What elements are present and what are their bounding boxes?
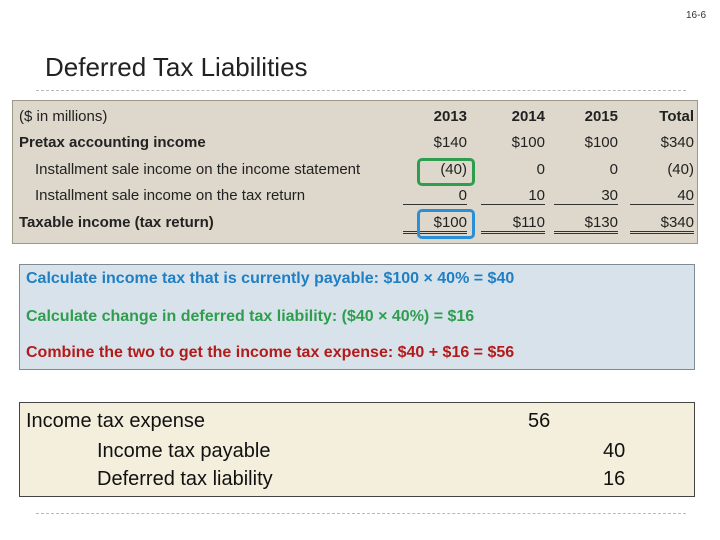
credit-amount: 40 [603,440,626,462]
table-row: Pretax accounting income $140 $100 $100 … [13,131,697,155]
table-header-row: ($ in millions) 2013 2014 2015 Total [13,105,697,129]
calc-line-deferred-tax: Calculate change in deferred tax liabili… [26,308,475,325]
unit-label: ($ in millions) [19,108,108,125]
table-cell: $100 [584,134,618,151]
debit-amount: 56 [528,410,551,432]
calc-line-tax-expense: Combine the two to get the income tax ex… [26,344,515,361]
row-label: Pretax accounting income [19,134,206,151]
debit-account: Income tax expense [26,410,205,432]
page-title: Deferred Tax Liabilities [45,52,308,82]
highlight-blue-outline [417,209,475,239]
table-row: Installment sale income on the tax retur… [13,184,697,208]
row-label: Installment sale income on the income st… [35,161,361,178]
table-cell: $100 [403,214,467,234]
row-label: Installment sale income on the tax retur… [35,187,306,204]
table-cell: $140 [433,134,467,151]
footer-divider [36,513,686,514]
table-cell: 0 [403,187,467,205]
table-cell: 0 [609,161,618,178]
table-cell: 0 [536,161,545,178]
column-header: 2013 [433,108,467,125]
table-cell: $340 [660,134,694,151]
table-cell: 10 [481,187,545,205]
table-row: Taxable income (tax return) $100 $110 $1… [13,211,697,235]
calc-line-current-tax: Calculate income tax that is currently p… [26,270,515,287]
credit-account: Deferred tax liability [97,468,273,490]
column-header: 2014 [511,108,545,125]
slide-number: 16-6 [685,10,706,21]
table-cell: $130 [554,214,618,234]
title-divider [36,90,686,91]
table-cell: $110 [481,214,545,234]
table-row: Installment sale income on the income st… [13,158,697,182]
column-header: 2015 [584,108,618,125]
table-cell: (40) [667,161,694,178]
highlight-green-outline [417,158,475,186]
calculation-box: Calculate income tax that is currently p… [19,264,695,370]
table-cell: $340 [630,214,694,234]
table-cell: (40) [440,161,467,178]
credit-account: Income tax payable [97,440,271,462]
table-cell: 40 [630,187,694,205]
table-cell: 30 [554,187,618,205]
table-cell: $100 [511,134,545,151]
row-label: Taxable income (tax return) [19,214,214,231]
credit-amount: 16 [603,468,626,490]
journal-entry-box: Income tax expense 56 Income tax payable… [19,402,695,497]
column-header: Total [659,108,694,125]
tax-schedule-table: ($ in millions) 2013 2014 2015 Total Pre… [12,100,698,244]
